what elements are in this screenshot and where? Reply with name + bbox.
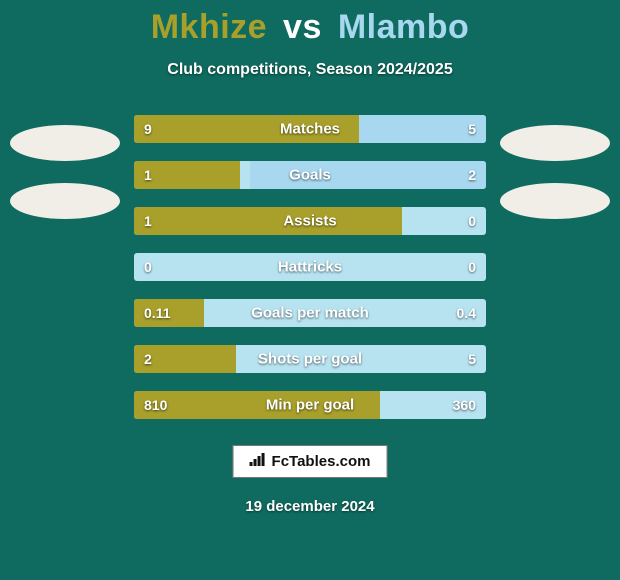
player1-club-badge-2 [10, 183, 120, 219]
stat-value-player1: 810 [144, 397, 167, 413]
stat-value-player1: 0.11 [144, 305, 170, 321]
stat-value-player2: 360 [453, 397, 476, 413]
stat-label: Hattricks [278, 259, 342, 276]
stat-value-player2: 0.4 [457, 305, 476, 321]
stat-value-player2: 0 [468, 259, 476, 275]
player1-badge-col [0, 115, 130, 219]
player1-club-badge-1 [10, 125, 120, 161]
date-line: 19 december 2024 [0, 498, 620, 515]
stat-row: 810 360 Min per goal [134, 391, 486, 419]
stat-bars: 9 5 Matches 1 2 Goals 1 0 Assists 0 0 Hattricks 0.11… [130, 115, 490, 419]
player1-name: Mkhize [151, 8, 267, 46]
stat-label: Goals per match [251, 305, 369, 322]
stat-fill-player2 [250, 161, 486, 189]
player2-club-badge-2 [500, 183, 610, 219]
stat-label: Assists [283, 213, 336, 230]
stat-fill-player2 [359, 115, 486, 143]
stat-value-player2: 5 [468, 121, 476, 137]
stat-value-player2: 5 [468, 351, 476, 367]
comparison-body: 9 5 Matches 1 2 Goals 1 0 Assists 0 0 Hattricks 0.11… [0, 115, 620, 419]
stat-row: 1 2 Goals [134, 161, 486, 189]
player2-name: Mlambo [338, 8, 469, 46]
stat-row: 2 5 Shots per goal [134, 345, 486, 373]
page-title: Mkhize vs Mlambo [0, 0, 620, 47]
stat-row: 1 0 Assists [134, 207, 486, 235]
stat-value-player1: 2 [144, 351, 152, 367]
signal-icon [250, 452, 266, 471]
brand-box[interactable]: FcTables.com [233, 445, 388, 478]
stat-fill-player1 [134, 207, 402, 235]
stat-label: Min per goal [266, 397, 354, 414]
stat-value-player1: 1 [144, 213, 152, 229]
stat-label: Goals [289, 167, 331, 184]
stat-value-player1: 0 [144, 259, 152, 275]
stat-label: Matches [280, 121, 340, 138]
subtitle: Club competitions, Season 2024/2025 [0, 61, 620, 79]
stat-value-player2: 2 [468, 167, 476, 183]
stat-row: 0 0 Hattricks [134, 253, 486, 281]
stat-row: 9 5 Matches [134, 115, 486, 143]
player2-badge-col [490, 115, 620, 219]
vs-text: vs [283, 8, 322, 46]
stat-value-player1: 1 [144, 167, 152, 183]
stat-row: 0.11 0.4 Goals per match [134, 299, 486, 327]
brand-text: FcTables.com [272, 453, 371, 470]
stat-value-player1: 9 [144, 121, 152, 137]
stat-value-player2: 0 [468, 213, 476, 229]
player2-club-badge-1 [500, 125, 610, 161]
stat-label: Shots per goal [258, 351, 362, 368]
